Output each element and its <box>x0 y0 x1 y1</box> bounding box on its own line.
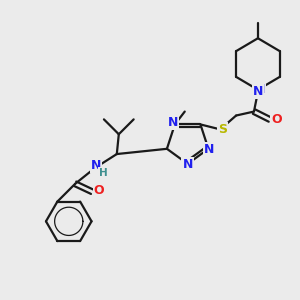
Text: O: O <box>272 113 282 126</box>
Text: O: O <box>94 184 104 197</box>
Text: N: N <box>253 85 263 98</box>
Text: H: H <box>99 168 107 178</box>
Text: N: N <box>204 143 214 156</box>
Text: N: N <box>168 116 178 129</box>
Text: N: N <box>255 83 265 96</box>
Text: S: S <box>218 123 227 136</box>
Text: N: N <box>91 159 101 172</box>
Text: N: N <box>182 158 193 171</box>
